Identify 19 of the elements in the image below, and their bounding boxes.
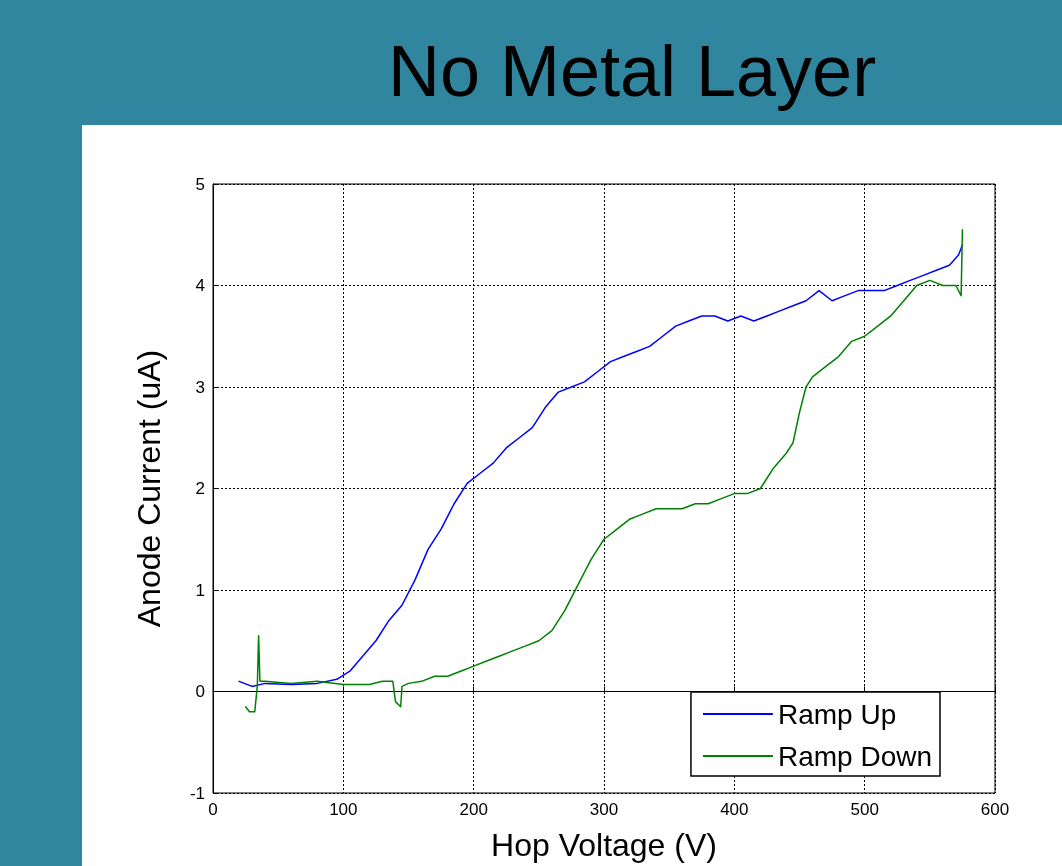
chart-title: No Metal Layer <box>387 31 877 111</box>
legend-label: Ramp Up <box>777 698 897 730</box>
y-axis-title: Anode Current (uA) <box>131 349 167 628</box>
y-tick-label: 0 <box>195 682 205 701</box>
x-axis-title: Hop Voltage (V) <box>491 827 717 863</box>
legend-label: Ramp Down <box>777 740 933 772</box>
x-tick-label: 500 <box>850 800 879 819</box>
x-tick-label: 600 <box>980 800 1010 819</box>
y-tick-label: -1 <box>189 783 205 803</box>
y-tick-label: 3 <box>195 377 205 397</box>
x-tick-label: 100 <box>329 800 358 819</box>
x-tick-label: 200 <box>459 800 488 819</box>
x-tick-label: 300 <box>589 800 619 819</box>
x-tick-label: 400 <box>720 800 749 819</box>
y-tick-label: 1 <box>195 580 205 600</box>
y-tick-label: 4 <box>195 276 205 295</box>
y-tick-label: 5 <box>195 174 205 194</box>
x-tick-label: 0 <box>208 800 218 819</box>
y-tick-label: 2 <box>195 479 205 498</box>
